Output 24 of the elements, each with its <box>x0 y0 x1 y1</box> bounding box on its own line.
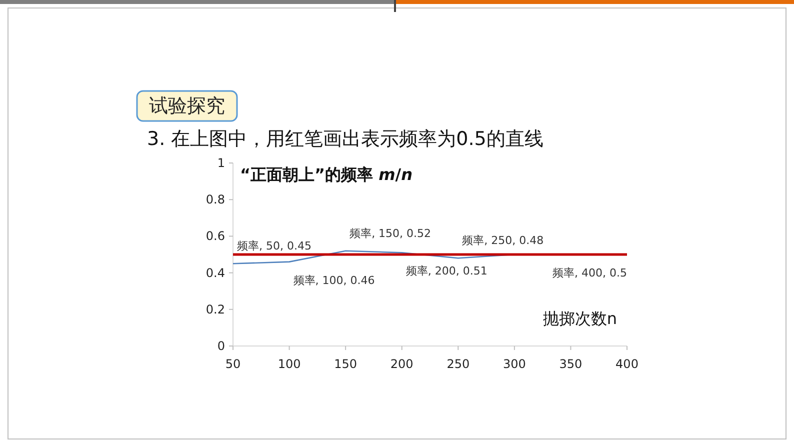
data-label: 频率, 50, 0.45 <box>237 240 312 253</box>
data-label: 频率, 150, 0.52 <box>350 226 432 240</box>
chart-title: 试验探究 <box>149 95 225 117</box>
chart-subtitle: 3. 在上图中，用红笔画出表示频率为0.5的直线 <box>147 128 544 150</box>
x-tick-label: 400 <box>616 357 638 371</box>
y-axis-title: “正面朝上”的频率 m/n <box>240 165 413 184</box>
data-label: 频率, 400, 0.5 <box>552 266 627 280</box>
data-label: 频率, 100, 0.46 <box>293 274 375 287</box>
x-tick-label: 50 <box>225 357 241 371</box>
x-tick-label: 250 <box>446 357 470 371</box>
x-tick-label: 350 <box>559 357 582 371</box>
y-tick-label: 1 <box>217 156 225 170</box>
x-tick-label: 200 <box>390 357 414 371</box>
y-tick-label: 0.2 <box>206 302 225 316</box>
x-tick-label: 100 <box>278 357 301 371</box>
y-tick-label: 0.4 <box>206 266 225 280</box>
x-tick-label: 300 <box>502 357 526 371</box>
x-axis-title: 抛掷次数n <box>542 309 617 328</box>
data-label: 频率, 250, 0.48 <box>462 234 544 248</box>
data-label: 频率, 200, 0.51 <box>406 264 488 278</box>
y-tick-label: 0 <box>217 339 225 353</box>
x-tick-label: 150 <box>334 357 358 371</box>
y-tick-label: 0.8 <box>206 192 225 207</box>
y-tick-label: 0.6 <box>206 229 225 244</box>
